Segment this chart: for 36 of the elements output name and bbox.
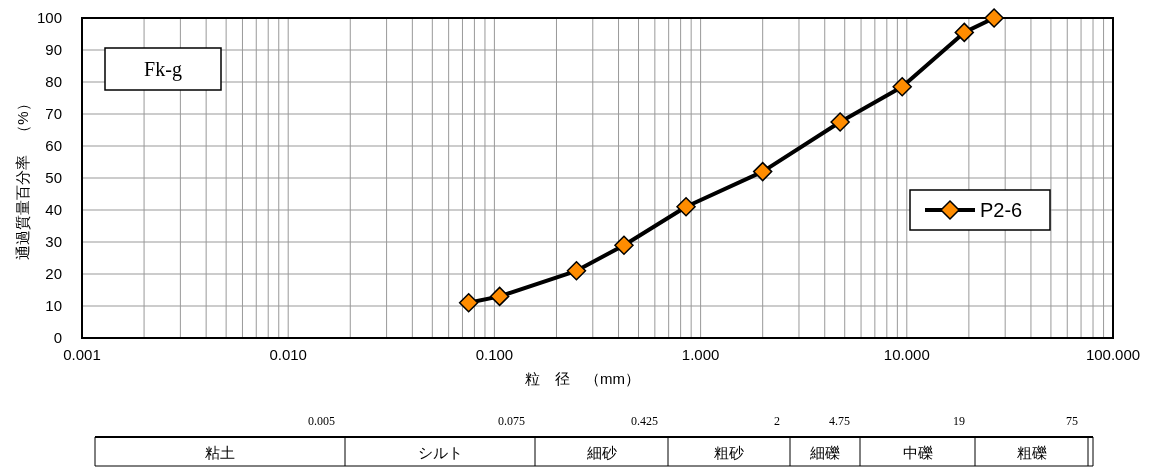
category-label: 粗礫 [1016,444,1047,462]
text: 0.075 [498,414,525,428]
y-tick-label: 100 [36,9,62,26]
annotation: Fk-g [144,58,182,81]
x-tick-label: 1.000 [681,346,720,363]
text: 0.425 [631,414,658,428]
text: 2 [774,414,780,428]
x-tick-label: 0.100 [475,346,514,363]
text: 0.005 [308,414,335,428]
y-tick-label: 40 [45,201,62,218]
category-label: 粗砂 [714,444,744,462]
text: 19 [953,414,965,428]
x-tick-label: 100.000 [1085,346,1141,363]
y-tick-label: 80 [45,73,62,90]
y-tick-label: 10 [45,297,62,314]
y-axis-title: 通過質量百分率 （%） [14,96,31,260]
x-tick-label: 0.001 [63,346,101,363]
text: 75 [1066,414,1078,428]
category-label: 細砂 [585,444,617,462]
category-label: 粘土 [205,444,235,462]
y-tick-label: 70 [45,105,62,122]
y-tick-label: 60 [45,137,62,154]
y-tick-label: 20 [45,265,62,282]
legend-label: P2-6 [980,199,1023,221]
x-tick-label: 0.010 [269,346,307,363]
category-label: シルト [417,444,463,462]
y-tick-label: 50 [45,169,62,186]
category-label: 細礫 [809,444,840,462]
category-label: 中礫 [902,444,933,462]
y-tick-label: 0 [53,329,62,346]
legend: P2-6 [909,189,1051,231]
y-tick-label: 30 [45,233,62,250]
x-tick-label: 10.000 [883,346,930,363]
x-axis-title: 粒 径 （mm） [525,370,640,387]
y-tick-label: 90 [45,41,62,58]
text: 4.75 [829,414,850,428]
